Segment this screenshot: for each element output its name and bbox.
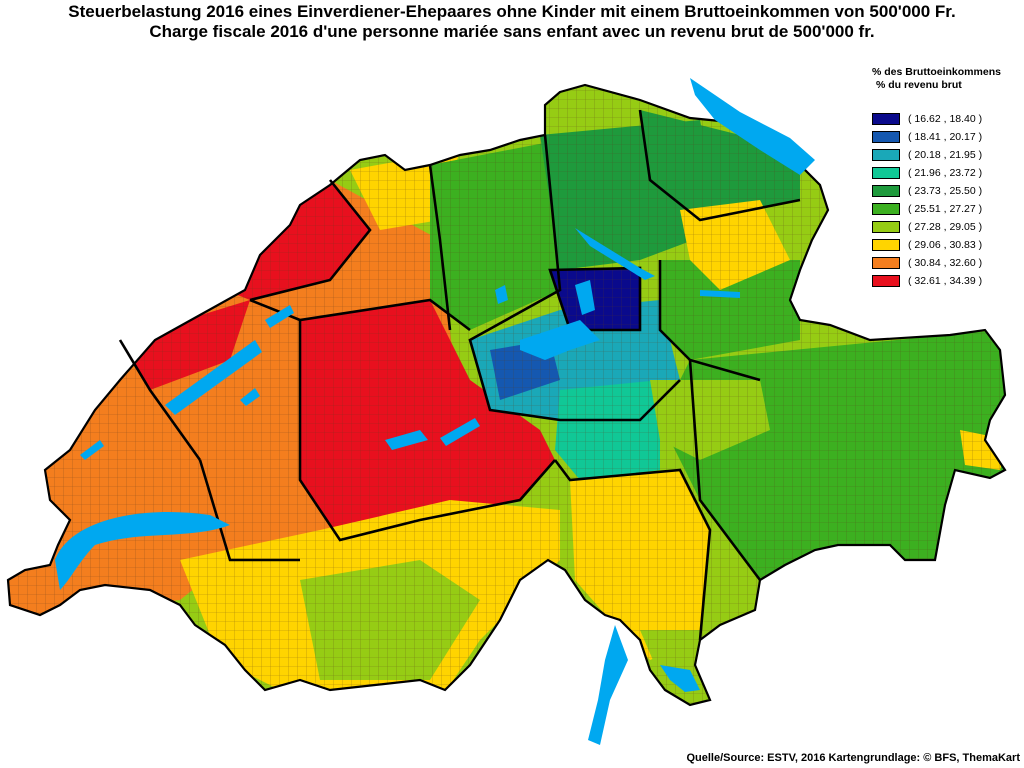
lake-lucerne [520,320,600,360]
lake-zug [575,280,595,315]
legend-item: ( 25.51 , 27.27 ) [872,200,1022,218]
legend-swatch [872,257,900,269]
canton-border-line [548,266,642,332]
map-title-fr: Charge fiscale 2016 d'une personne marié… [149,22,875,41]
legend-label: ( 32.61 , 34.39 ) [908,275,983,287]
lake-biel [265,305,294,328]
legend-label: ( 18.41 , 20.17 ) [908,131,983,143]
legend-swatch [872,275,900,287]
canton-borders [118,109,801,641]
canton-border-line [468,134,681,422]
legend-label: ( 27.28 , 29.05 ) [908,221,983,233]
legend-item: ( 29.06 , 30.83 ) [872,236,1022,254]
legend-swatch [872,203,900,215]
lake-constance [690,78,815,175]
legend-label: ( 16.62 , 18.40 ) [908,113,983,125]
canton-border-line [553,459,712,641]
source-credit: Quelle/Source: ESTV, 2016 Kartengrundlag… [686,752,1020,764]
canton-border-line [428,164,452,331]
lake-geneva [55,512,230,590]
lake-sempach [495,285,508,304]
canton-border-line [249,179,372,302]
legend-item: ( 23.73 , 25.50 ) [872,182,1022,200]
lake-brienz [440,418,480,446]
legend-item: ( 30.84 , 32.60 ) [872,254,1022,272]
legend-heading-de: % des Bruttoeinkommens [872,66,1001,78]
legend-swatch [872,185,900,197]
legend-item: ( 18.41 , 20.17 ) [872,128,1022,146]
lake-maggiore [588,625,628,745]
legend-label: ( 21.96 , 23.72 ) [908,167,983,179]
legend-swatch [872,221,900,233]
canton-border-line [658,260,761,382]
legend-item: ( 32.61 , 34.39 ) [872,272,1022,290]
lake-thun [385,430,428,450]
legend-item: ( 21.96 , 23.72 ) [872,164,1022,182]
legend-swatch [872,239,900,251]
legend-label: ( 20.18 , 21.95 ) [908,149,983,161]
canton-border-line [298,320,556,542]
legend-list: ( 16.62 , 18.40 ) ( 18.41 , 20.17 ) ( 20.1… [872,110,1022,290]
lake-lugano [660,665,700,692]
legend-swatch [872,167,900,179]
lake-murten [240,388,260,406]
legend-label: ( 25.51 , 27.27 ) [908,203,983,215]
lake-neuchatel [165,340,262,415]
legend-label: ( 29.06 , 30.83 ) [908,239,983,251]
canton-border-line [198,459,300,562]
legend-swatch [872,149,900,161]
legend-item: ( 27.28 , 29.05 ) [872,218,1022,236]
legend-label: ( 23.73 , 25.50 ) [908,185,983,197]
legend: % des Bruttoeinkommens % du revenu brut … [872,66,1022,290]
legend-swatch [872,113,900,125]
lakes [55,78,815,745]
legend-label: ( 30.84 , 32.60 ) [908,257,983,269]
lake-zurich [575,228,655,280]
legend-item: ( 20.18 , 21.95 ) [872,146,1022,164]
canton-border-line [249,298,471,332]
lake-walen [700,290,740,298]
canton-border-line [638,109,801,222]
legend-item: ( 16.62 , 18.40 ) [872,110,1022,128]
legend-swatch [872,131,900,143]
canton-border-line [688,359,762,581]
lake-joux [80,440,104,460]
legend-heading-fr: % du revenu brut [876,79,962,91]
map-title-de: Steuerbelastung 2016 eines Einverdiener-… [68,2,956,21]
canton-border-line [118,339,202,461]
